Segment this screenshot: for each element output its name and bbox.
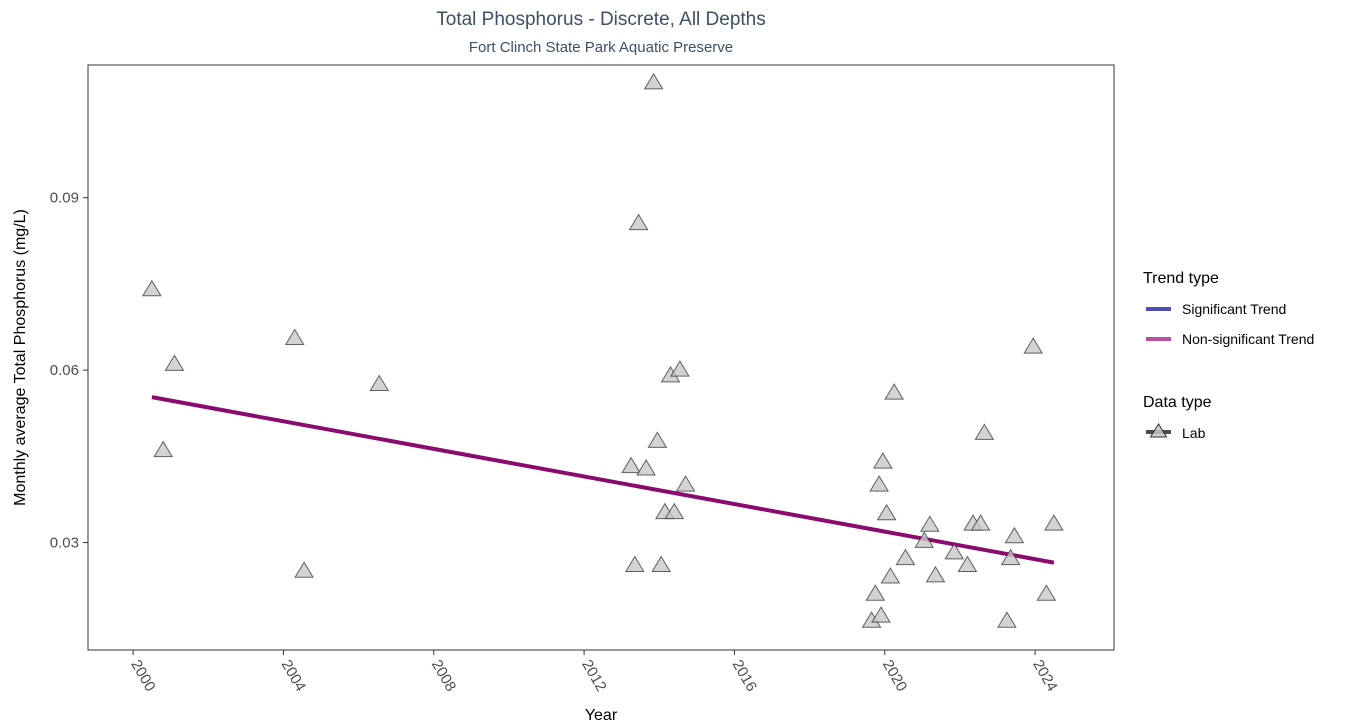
legend-label-lab: Lab — [1182, 425, 1206, 441]
y-axis-title: Monthly average Total Phosphorus (mg/L) — [12, 209, 29, 506]
data-point — [970, 514, 991, 531]
legend-title-data-type: Data type — [1143, 394, 1212, 411]
data-point — [880, 567, 901, 584]
data-point — [925, 565, 946, 583]
data-point — [369, 374, 390, 392]
x-tick-label: 2000 — [127, 657, 158, 694]
data-point — [884, 383, 905, 400]
data-point — [974, 423, 995, 440]
chart-title: Total Phosphorus - Discrete, All Depths — [436, 9, 766, 30]
data-point — [675, 475, 696, 492]
legend-title-trend-type: Trend type — [1143, 270, 1219, 287]
data-point — [869, 475, 889, 492]
y-axis: 0.03 0.06 0.09 — [50, 190, 88, 552]
data-point — [647, 431, 668, 448]
data-point — [914, 531, 935, 548]
data-point — [895, 548, 916, 566]
x-tick-label: 2024 — [1029, 657, 1060, 694]
data-point — [294, 561, 314, 578]
data-point — [153, 440, 174, 458]
data-point — [628, 213, 649, 231]
y-tick-label: 0.06 — [50, 362, 79, 379]
legend-label-non-significant-trend: Non-significant Trend — [1182, 331, 1314, 347]
data-point — [1004, 526, 1025, 544]
data-point — [1000, 548, 1021, 566]
data-point — [643, 72, 664, 90]
legend-key-lab-triangle — [1149, 423, 1168, 438]
data-point — [624, 555, 645, 573]
data-point — [164, 354, 185, 371]
y-tick-label: 0.03 — [50, 535, 79, 552]
data-point — [957, 555, 978, 573]
trend-line-layer — [151, 395, 1055, 565]
data-point — [636, 459, 656, 476]
data-point — [651, 555, 672, 573]
data-point — [1043, 514, 1064, 531]
plot-panel — [87, 64, 1115, 651]
legend: Trend type Significant Trend Non-signifi… — [1143, 270, 1314, 441]
data-point — [919, 515, 940, 532]
data-point — [284, 328, 305, 346]
data-point — [944, 542, 965, 560]
data-point — [670, 360, 690, 377]
data-point — [1023, 337, 1044, 354]
legend-label-significant-trend: Significant Trend — [1182, 301, 1286, 317]
data-point — [876, 503, 897, 521]
data-point — [872, 452, 893, 469]
data-point — [664, 502, 685, 520]
data-point — [871, 606, 891, 623]
y-tick-label: 0.09 — [50, 190, 79, 207]
trend-line — [151, 395, 1055, 565]
x-tick-label: 2004 — [278, 657, 309, 694]
x-tick-label: 2008 — [428, 657, 459, 694]
data-point — [142, 279, 162, 297]
data-points-layer — [142, 72, 1064, 628]
data-point — [1036, 584, 1057, 601]
chart-subtitle: Fort Clinch State Park Aquatic Preserve — [469, 39, 733, 56]
x-axis: 2000 2004 2008 2012 2016 2020 2024 — [127, 650, 1061, 694]
x-tick-label: 2020 — [879, 657, 910, 694]
data-point — [997, 611, 1017, 628]
x-tick-label: 2012 — [578, 657, 609, 694]
x-tick-label: 2016 — [729, 657, 760, 694]
data-point — [865, 584, 886, 601]
x-axis-title: Year — [585, 707, 618, 724]
data-point — [621, 456, 641, 474]
